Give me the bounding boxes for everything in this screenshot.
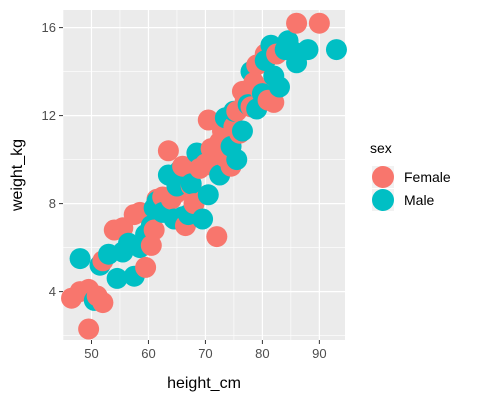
y-tick-label: 16 <box>42 20 56 35</box>
data-point-male <box>69 248 91 270</box>
data-point-male <box>231 120 253 142</box>
y-axis-title: weight_kg <box>9 139 26 212</box>
data-point-female <box>78 318 100 340</box>
x-tick-label: 60 <box>141 346 155 361</box>
data-point-female <box>308 12 330 34</box>
y-tick-label: 8 <box>49 196 56 211</box>
data-point-female <box>206 226 228 248</box>
legend-label-female: Female <box>404 169 451 185</box>
y-axis-ticks: 4 8 12 16 <box>42 20 63 299</box>
data-point-female <box>197 109 219 131</box>
data-points <box>61 12 347 340</box>
data-point-female <box>157 140 179 162</box>
data-point-female <box>286 12 308 34</box>
data-point-female <box>143 219 165 241</box>
data-point-female <box>92 292 114 314</box>
legend-title: sex <box>370 140 392 156</box>
data-point-male <box>226 149 248 171</box>
legend-key-male <box>372 189 394 211</box>
data-point-male <box>268 76 290 98</box>
legend-items: Female Male <box>372 166 451 211</box>
data-point-female <box>172 155 194 177</box>
data-point-male <box>192 208 214 230</box>
y-tick-label: 4 <box>49 284 56 299</box>
legend: sex Female Male <box>370 140 451 211</box>
data-point-male <box>180 173 202 195</box>
legend-label-male: Male <box>404 192 435 208</box>
x-axis-ticks: 50 60 70 80 90 <box>84 340 327 361</box>
x-tick-label: 50 <box>84 346 98 361</box>
x-tick-label: 80 <box>255 346 269 361</box>
x-tick-label: 70 <box>198 346 212 361</box>
y-tick-label: 12 <box>42 108 56 123</box>
x-axis-title: height_cm <box>167 375 241 392</box>
data-point-female <box>135 256 157 278</box>
x-tick-label: 90 <box>312 346 326 361</box>
data-point-male <box>325 39 347 61</box>
data-point-male <box>297 39 319 61</box>
data-point-male <box>106 267 128 289</box>
data-point-male <box>197 184 219 206</box>
legend-key-female <box>372 166 394 188</box>
